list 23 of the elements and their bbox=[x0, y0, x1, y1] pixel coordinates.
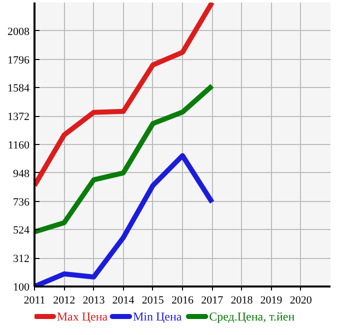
legend-label: Max Цена bbox=[56, 310, 108, 324]
x-tick-label: 2011 bbox=[24, 294, 46, 306]
x-tick-label: 2012 bbox=[53, 294, 76, 306]
x-tick-label: 2019 bbox=[260, 294, 283, 306]
x-tick-label: 2017 bbox=[201, 294, 224, 306]
y-tick-label: 524 bbox=[13, 224, 30, 237]
y-tick-label: 736 bbox=[13, 196, 30, 208]
x-tick-label: 2014 bbox=[112, 294, 135, 306]
legend-label: Min Цена bbox=[132, 310, 182, 324]
x-tick-label: 2018 bbox=[230, 294, 254, 306]
x-tick-label: 2016 bbox=[172, 294, 194, 306]
y-tick-label: 1796 bbox=[8, 54, 30, 66]
y-tick-label: 948 bbox=[13, 168, 30, 180]
y-tick-label: 2008 bbox=[8, 26, 30, 38]
y-tick-label: 100 bbox=[13, 282, 30, 294]
x-tick-label: 2013 bbox=[82, 294, 106, 306]
y-tick-label: 1372 bbox=[8, 111, 30, 124]
y-tick-label: 1584 bbox=[8, 82, 30, 95]
y-tick-label: 1160 bbox=[8, 140, 30, 152]
y-tick-label: 312 bbox=[13, 253, 30, 266]
legend-label: Сред.Цена, т.йен bbox=[209, 310, 296, 324]
x-tick-label: 2020 bbox=[290, 294, 312, 306]
x-tick-label: 2015 bbox=[142, 294, 164, 306]
